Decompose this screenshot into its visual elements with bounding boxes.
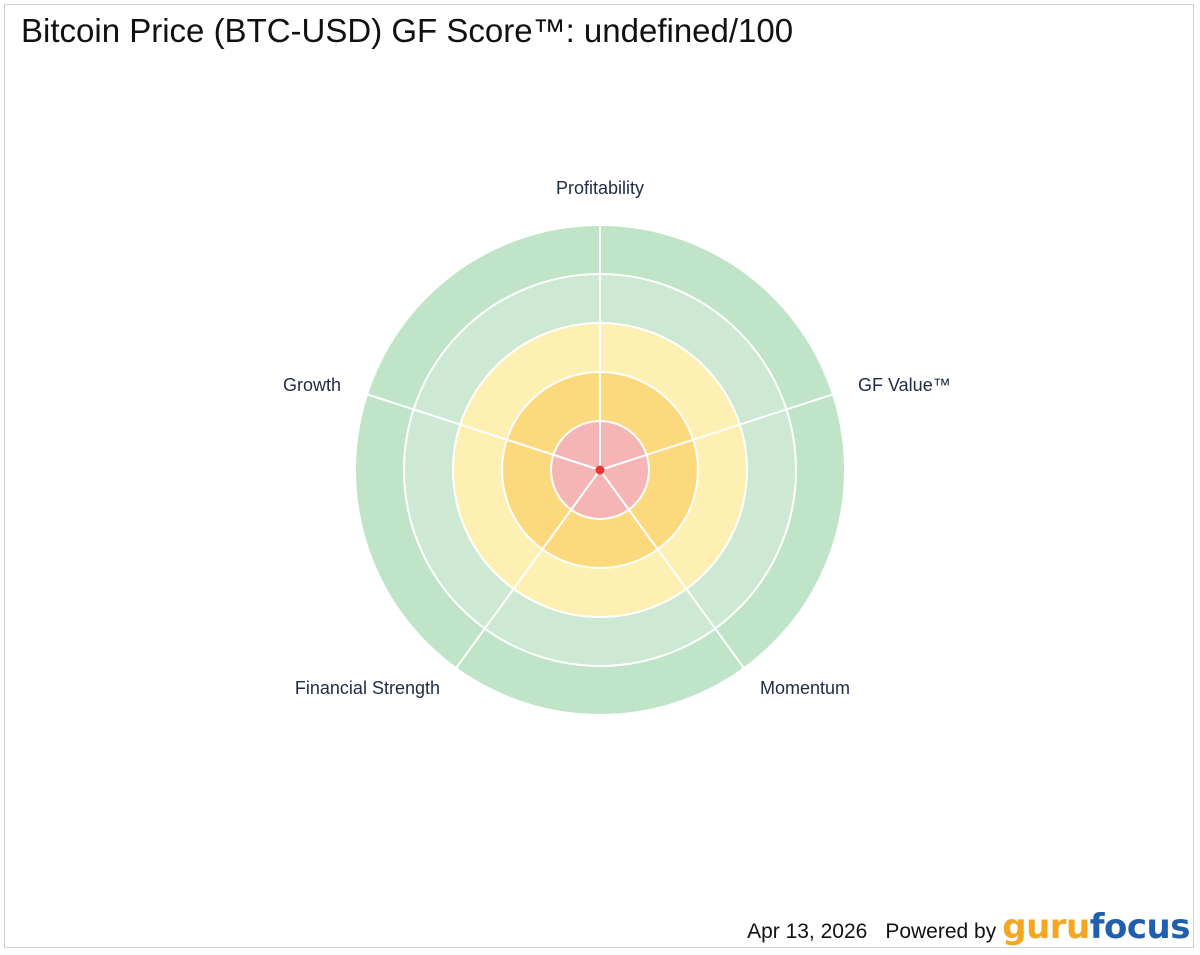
- radar-data-marks: [595, 465, 605, 475]
- axis-label-profitability: Profitability: [556, 178, 644, 198]
- axis-label-growth: Growth: [283, 375, 341, 395]
- gurufocus-logo-guru: guru: [1002, 907, 1090, 947]
- chart-title: Bitcoin Price (BTC-USD) GF Score™: undef…: [21, 12, 794, 49]
- radar-spoke-3: [455, 469, 601, 669]
- footer: Apr 13, 2026 Powered by gurufocus: [747, 907, 1190, 947]
- axis-label-momentum: Momentum: [760, 678, 850, 698]
- gurufocus-logo: gurufocus: [1002, 907, 1190, 947]
- footer-date: Apr 13, 2026: [747, 920, 868, 943]
- radar-spoke-4: [366, 393, 601, 471]
- gurufocus-logo-focus: focus: [1089, 907, 1191, 947]
- radar-axis-labels: Profitability GF Value™ Momentum Financi…: [283, 178, 951, 698]
- radar-data-point: [595, 465, 605, 475]
- radar-spokes: [366, 225, 834, 669]
- radar-spoke-2: [599, 469, 745, 669]
- axis-label-financial-strength: Financial Strength: [295, 678, 440, 698]
- radar-spoke-1: [599, 393, 834, 471]
- footer-powered-by: Powered by: [885, 920, 997, 943]
- axis-label-gf-value: GF Value™: [858, 375, 951, 395]
